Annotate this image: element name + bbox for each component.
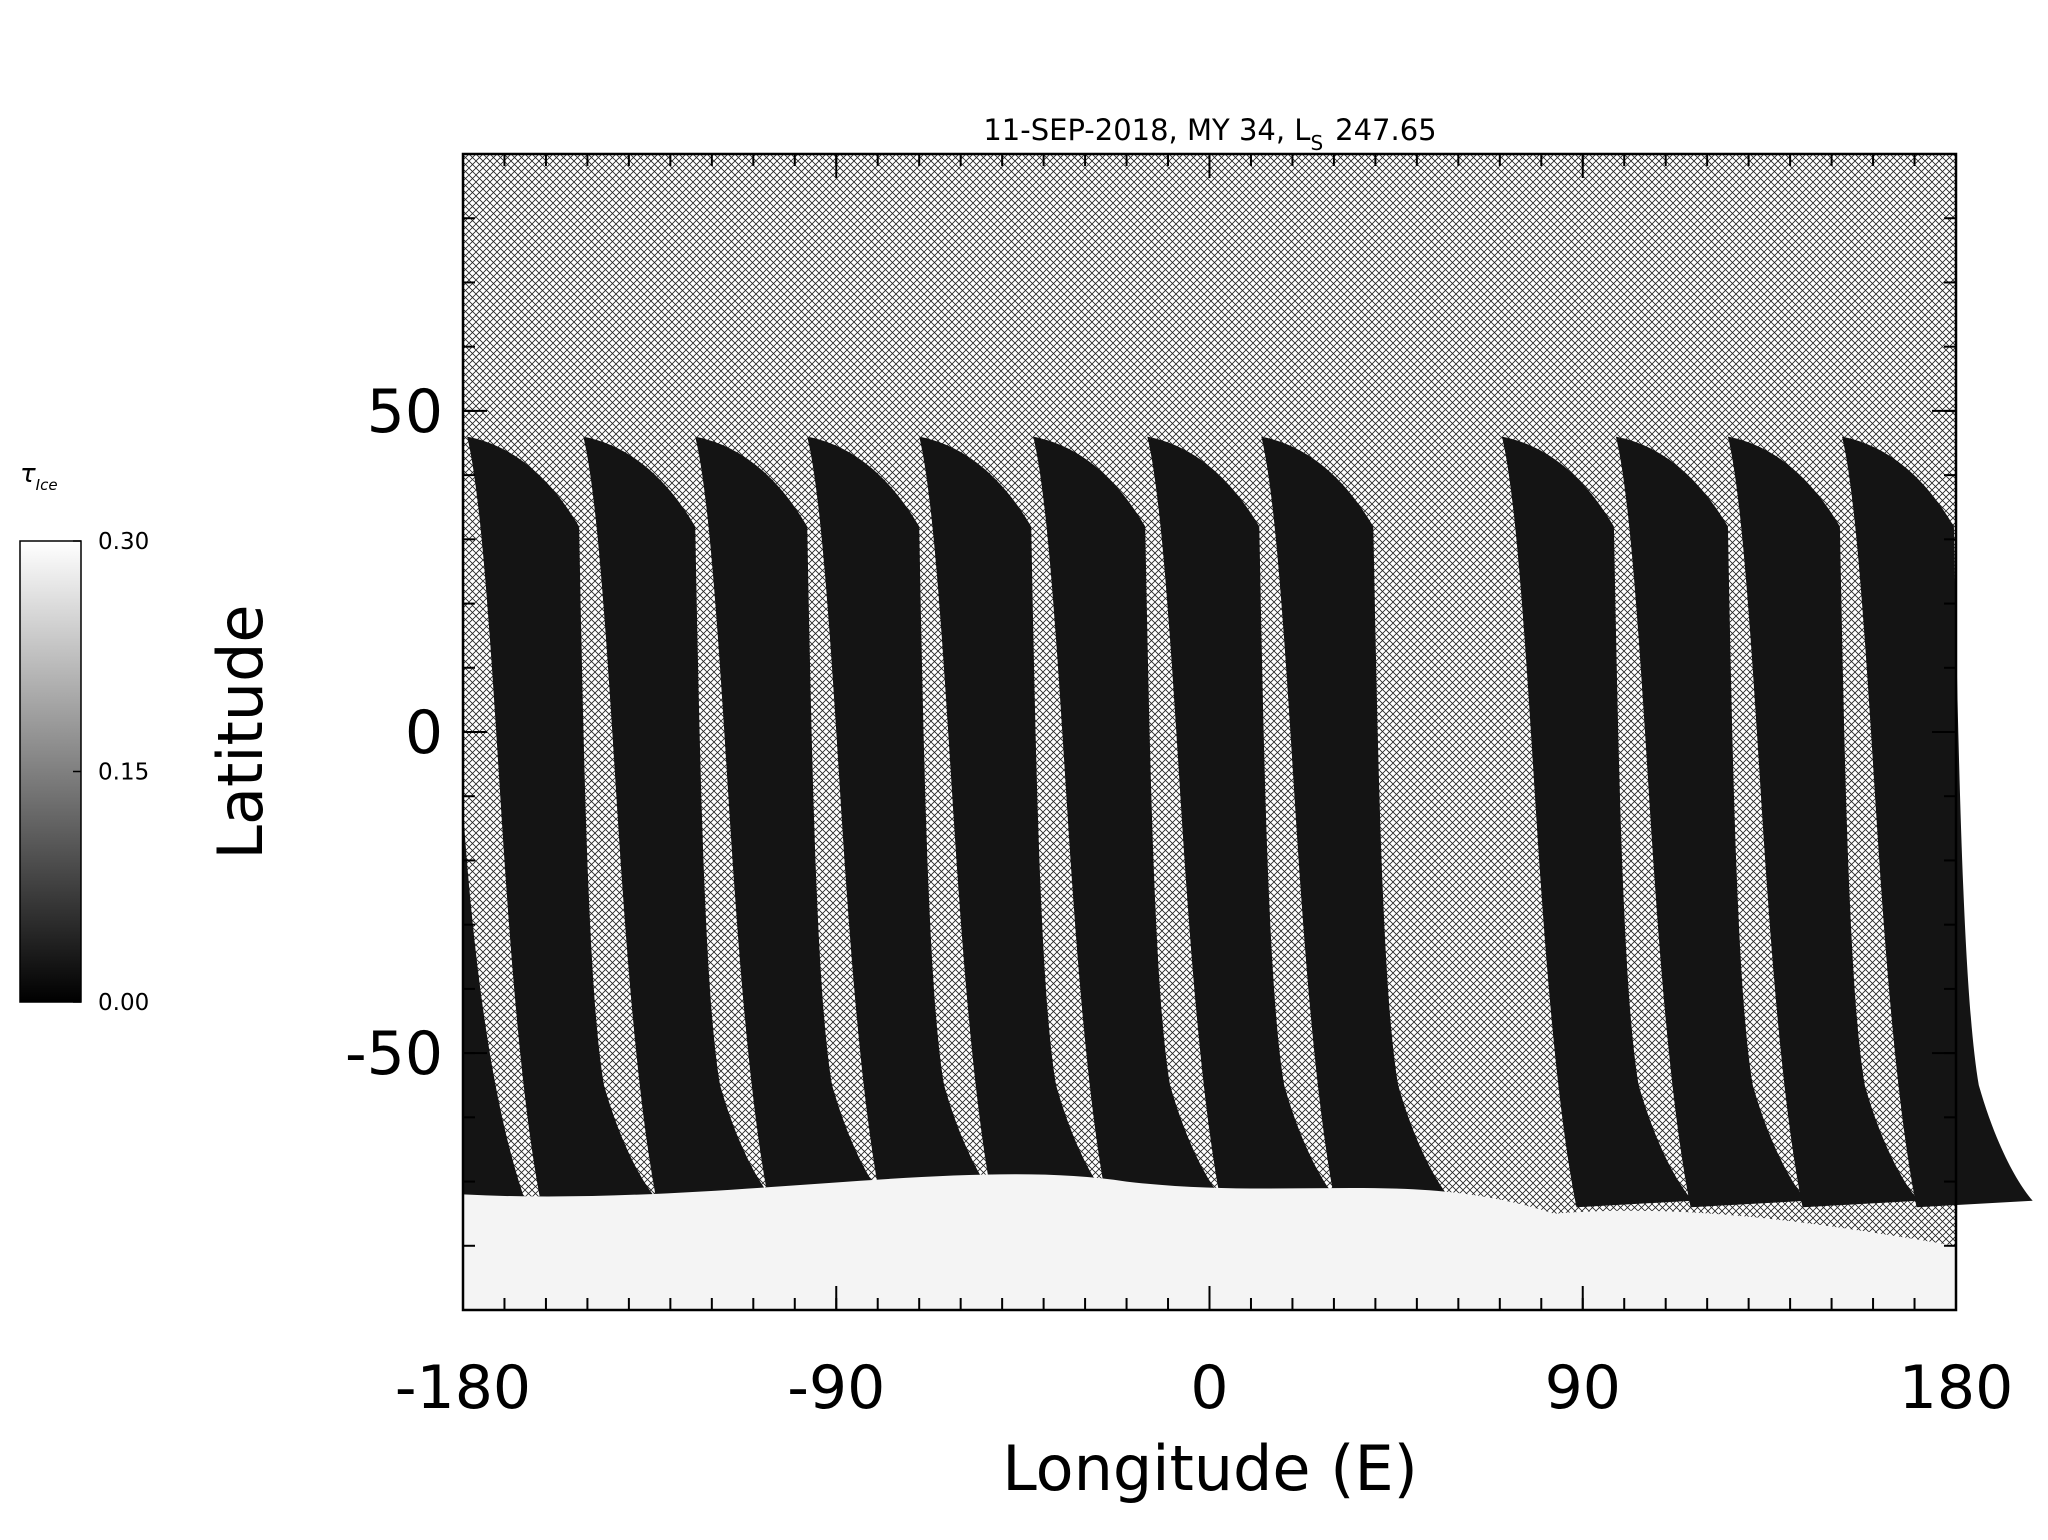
x-tick-label: -180 [395,1353,531,1423]
colorbar-subscript: Ice [36,476,58,494]
polar-cap [463,1174,1956,1310]
swath [1727,436,1919,1208]
y-tick-label: 0 [405,698,443,768]
swath [467,436,658,1208]
x-tick-label: -90 [787,1353,885,1423]
swath [1033,436,1224,1208]
y-tick-label: 50 [367,377,443,447]
swath [1501,436,1693,1208]
swath [583,436,774,1208]
swath [695,436,886,1208]
title-suffix: 247.65 [1335,113,1436,147]
swath [1615,436,1807,1208]
swath [1842,436,2033,1208]
colorbar-label: τIce [20,459,58,494]
swath [1261,436,1453,1208]
title-text: 11-SEP-2018, MY 34, L [983,113,1310,147]
chart-title: 11-SEP-2018, MY 34, LS 247.65 [983,113,1436,155]
colorbar-tick-label: 0.00 [98,990,149,1016]
swath [463,809,526,1201]
colorbar-symbol: τ [20,459,36,489]
x-tick-label: 180 [1899,1353,2014,1423]
swath [807,436,998,1208]
x-tick-label: 0 [1190,1353,1228,1423]
colorbar [19,540,82,1003]
x-tick-label: 90 [1545,1353,1621,1423]
colorbar-tick-label: 0.15 [98,760,149,786]
y-tick-label: -50 [345,1019,443,1089]
y-axis-label: Latitude [204,604,277,859]
title-subscript: S [1310,131,1323,155]
swath [1147,436,1339,1208]
x-axis-label: Longitude (E) [1002,1432,1418,1505]
swath [919,436,1110,1208]
plot-area [461,152,2033,1312]
colorbar-tick-label: 0.30 [98,529,149,555]
